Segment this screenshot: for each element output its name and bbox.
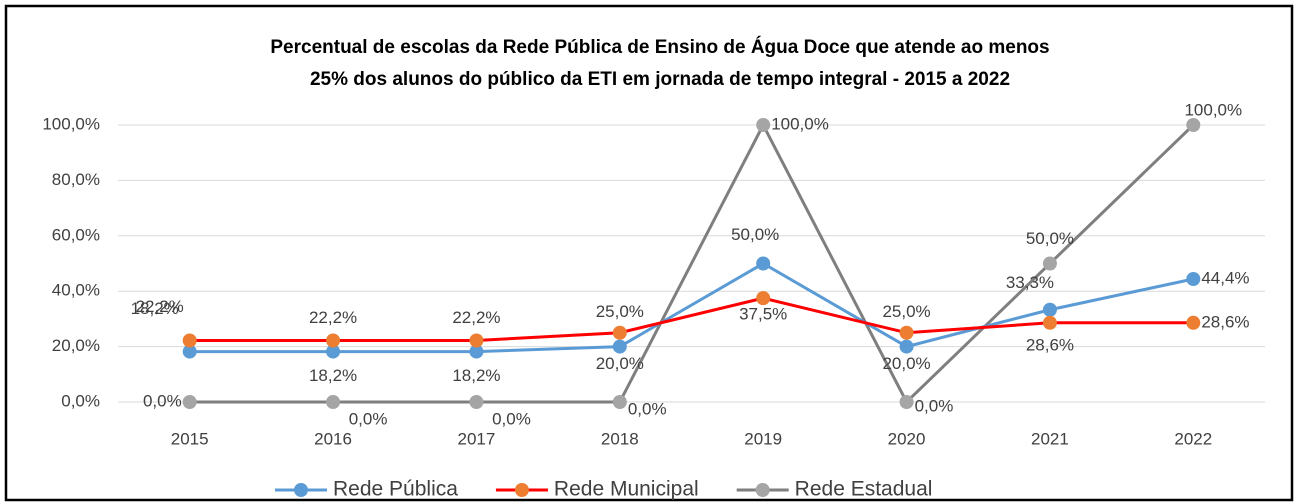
data-label: 0,0%	[492, 409, 531, 428]
data-label: 50,0%	[1026, 229, 1074, 248]
chart-frame	[4, 4, 1294, 502]
data-label: 28,6%	[1201, 312, 1249, 331]
data-label: 18,2%	[131, 299, 179, 318]
point	[469, 333, 484, 348]
x-tick-label: 2016	[314, 429, 352, 448]
point	[469, 344, 484, 359]
x-tick-label: 2020	[888, 429, 926, 448]
point	[899, 339, 914, 354]
data-label: 37,5%	[739, 305, 787, 324]
data-label: 0,0%	[349, 409, 388, 428]
point	[326, 344, 341, 359]
chart-title: Percentual de escolas da Rede Pública de…	[270, 36, 1049, 58]
legend-marker	[294, 483, 308, 497]
y-tick-label: 20,0%	[52, 336, 100, 355]
point	[1042, 302, 1057, 317]
point	[1042, 256, 1057, 271]
point	[326, 333, 341, 348]
x-tick-label: 2022	[1174, 429, 1212, 448]
point	[469, 395, 484, 409]
legend-label: Rede Estadual	[795, 478, 933, 501]
legend-marker	[514, 483, 529, 497]
x-tick-label: 2021	[1031, 429, 1069, 448]
point	[1186, 118, 1201, 132]
point	[612, 339, 627, 354]
point	[1186, 315, 1201, 330]
x-tick-label: 2018	[601, 429, 639, 448]
series-line	[189, 296, 1194, 343]
data-label: 44,4%	[1201, 268, 1249, 287]
point	[1186, 272, 1201, 287]
data-label: 18,2%	[452, 366, 500, 385]
x-tick-label: 2019	[744, 429, 782, 448]
data-label: 25,0%	[882, 302, 930, 321]
legend-label: Rede Municipal	[554, 478, 699, 501]
point	[756, 291, 771, 306]
point	[899, 325, 914, 340]
point	[612, 325, 627, 340]
data-label: 0,0%	[915, 396, 954, 415]
point	[182, 344, 197, 359]
data-label: 20,0%	[882, 354, 930, 373]
point	[899, 395, 914, 409]
y-tick-label: 60,0%	[52, 225, 100, 244]
data-label: 22,2%	[136, 297, 184, 316]
point	[182, 333, 197, 348]
y-tick-label: 40,0%	[52, 281, 100, 300]
data-label: 25,0%	[596, 302, 644, 321]
data-label: 18,2%	[309, 366, 357, 385]
data-label: 20,0%	[596, 354, 644, 373]
point	[1042, 315, 1057, 330]
data-label: 100,0%	[771, 114, 829, 133]
data-label: 0,0%	[143, 391, 182, 410]
series-line	[189, 261, 1194, 354]
data-label: 50,0%	[731, 225, 779, 244]
data-label: 0,0%	[628, 399, 667, 418]
x-tick-label: 2015	[171, 429, 209, 448]
legend-label: Rede Pública	[333, 478, 458, 501]
y-tick-label: 100,0%	[42, 114, 100, 133]
x-tick-label: 2017	[458, 429, 496, 448]
chart-title: 25% dos alunos do público da ETI em jorn…	[310, 69, 1010, 90]
data-label: 22,2%	[309, 308, 357, 327]
point	[326, 395, 341, 409]
data-label: 33,3%	[1006, 273, 1054, 292]
data-label: 28,6%	[1026, 335, 1074, 354]
data-label: 100,0%	[1184, 100, 1242, 119]
legend-marker	[755, 483, 770, 497]
point	[756, 256, 771, 271]
y-tick-label: 0,0%	[61, 391, 100, 410]
series-line	[189, 121, 1195, 405]
y-tick-label: 80,0%	[52, 170, 100, 189]
data-label: 22,2%	[452, 308, 500, 327]
point	[182, 395, 197, 409]
point	[756, 118, 771, 132]
point	[612, 395, 627, 409]
